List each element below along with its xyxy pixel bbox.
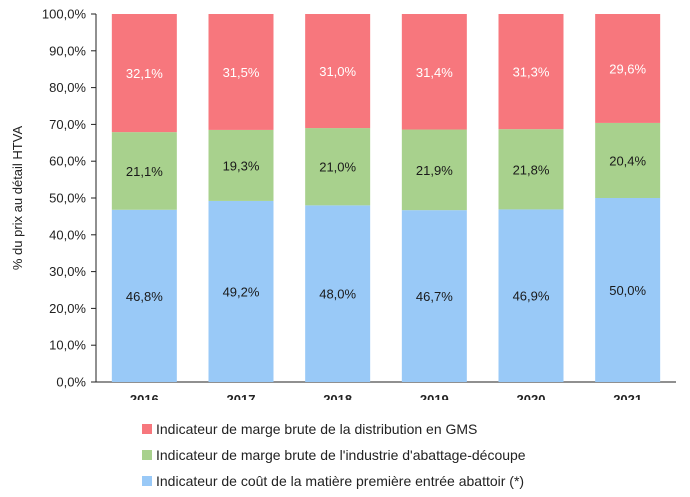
data-label: 21,1% (126, 164, 163, 179)
legend: Indicateur de marge brute de la distribu… (142, 416, 682, 494)
legend-item: Indicateur de marge brute de l'industrie… (142, 442, 682, 468)
legend-swatch (142, 450, 152, 460)
data-label: 46,9% (513, 289, 550, 304)
x-tick-label: 2016 (130, 392, 159, 400)
data-label: 31,0% (319, 64, 356, 79)
data-label: 32,1% (126, 66, 163, 81)
data-labels: 46,8% 21,1% 32,1% 49,2% 19,3% 31,5% 48,0% 21,0%… (126, 61, 647, 304)
legend-item: Indicateur de marge brute de la distribu… (142, 416, 682, 442)
bar-segment (111, 209, 177, 382)
x-tick-label: 2017 (227, 392, 256, 400)
y-tick-label: 80,0% (49, 80, 86, 95)
y-tick-label: 40,0% (49, 227, 86, 242)
y-tick-label: 20,0% (49, 301, 86, 316)
y-tick-label: 70,0% (49, 117, 86, 132)
data-label: 48,0% (319, 287, 356, 302)
bar-segment (208, 14, 274, 130)
bar-segment (111, 14, 177, 133)
data-label: 21,0% (319, 160, 356, 175)
data-label: 46,8% (126, 289, 163, 304)
data-label: 31,5% (223, 65, 260, 80)
y-axis-label: % du prix au détail HTVA (10, 126, 25, 271)
x-tick-label: 2018 (323, 392, 352, 400)
data-label: 49,2% (223, 284, 260, 299)
legend-label: Indicateur de marge brute de la distribu… (156, 421, 478, 437)
data-label: 31,4% (416, 65, 453, 80)
data-label: 29,6% (609, 61, 646, 76)
bar-segment (305, 128, 371, 206)
data-label: 19,3% (223, 158, 260, 173)
bar-segment (498, 14, 564, 130)
bar-segment (401, 14, 467, 130)
legend-label: Indicateur de coût de la matière premièr… (156, 473, 525, 489)
bar-segment (305, 14, 371, 129)
y-tick-label: 0,0% (56, 375, 86, 390)
bar-segment (595, 198, 661, 382)
y-tick-label: 50,0% (49, 191, 86, 206)
bar-segment (498, 129, 564, 210)
legend-label: Indicateur de marge brute de l'industrie… (156, 447, 526, 463)
legend-swatch (142, 424, 152, 434)
data-label: 20,4% (609, 153, 646, 168)
axes: 0,0% 10,0% 20,0% 30,0% 40,0% 50,0% 60,0% 70,0% 8… (42, 7, 676, 400)
y-tick-label: 90,0% (49, 43, 86, 58)
bars (111, 14, 661, 382)
data-label: 21,9% (416, 163, 453, 178)
bar-segment (401, 129, 467, 211)
x-tick-label: 2021 (613, 392, 642, 400)
legend-swatch (142, 476, 152, 486)
y-tick-label: 30,0% (49, 264, 86, 279)
data-label: 21,8% (513, 162, 550, 177)
bar-segment (595, 14, 661, 123)
data-label: 46,7% (416, 289, 453, 304)
x-tick-label: 2020 (517, 392, 546, 400)
stacked-bar-chart: 0,0% 10,0% 20,0% 30,0% 40,0% 50,0% 60,0% 70,0% 8… (10, 7, 676, 400)
data-label: 50,0% (609, 283, 646, 298)
bar-segment (208, 200, 274, 382)
y-tick-label: 100,0% (42, 7, 87, 22)
bar-segment (498, 209, 564, 382)
bar-segment (208, 129, 274, 201)
data-label: 31,3% (513, 65, 550, 80)
x-tick-label: 2019 (420, 392, 449, 400)
bar-segment (401, 210, 467, 382)
legend-item: Indicateur de coût de la matière premièr… (142, 468, 682, 494)
y-tick-label: 10,0% (49, 338, 86, 353)
bar-segment (305, 205, 371, 382)
y-tick-label: 60,0% (49, 154, 86, 169)
bar-segment (111, 132, 177, 210)
bar-segment (595, 122, 661, 198)
